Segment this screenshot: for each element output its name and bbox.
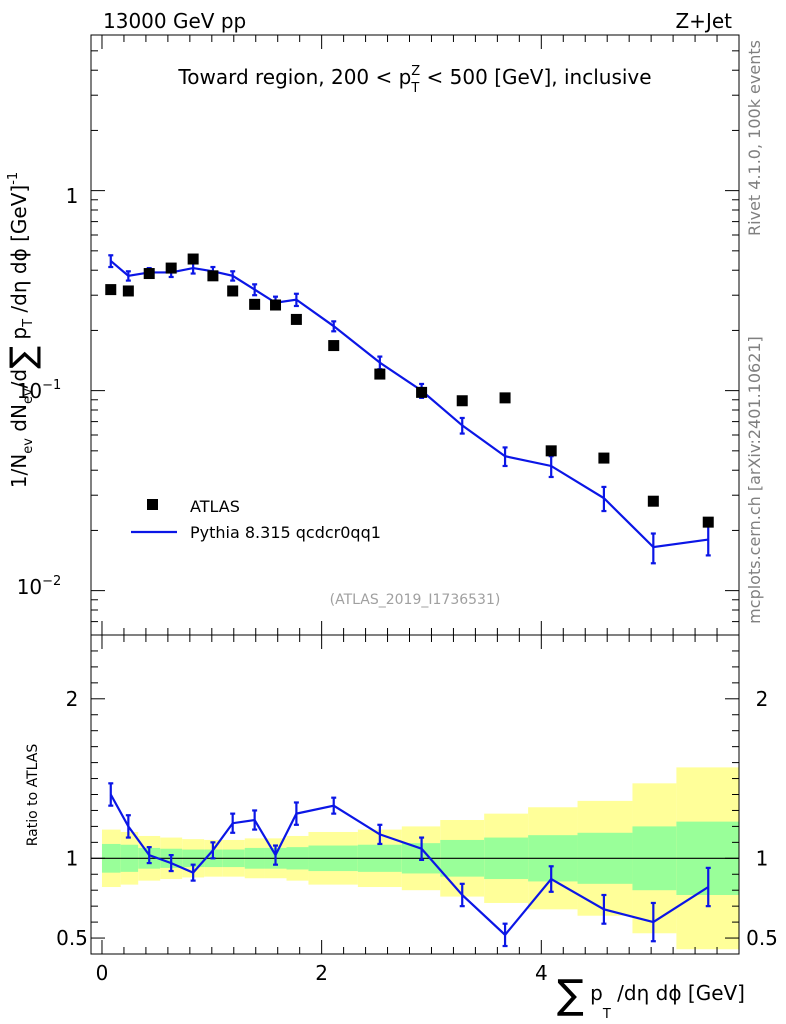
atlas-data-point [270,299,282,311]
legend-atlas-label: ATLAS [190,497,240,516]
header-right: Z+Jet [675,9,732,33]
main-y-tick-label-1: 1 [66,184,79,208]
y-label-text: 1/Nev dNev/d∑ pT /dη dϕ [GeV]-1 [3,172,43,488]
legend-atlas-marker [147,499,158,510]
title-sub-t: T [410,81,419,96]
y-tick-0.01-base: 10 [17,575,42,599]
atlas-data-point [122,285,134,297]
atlas-data-point [207,270,219,282]
y-tick-0.1-exp: −1 [42,378,61,393]
y-label-e: /dη dϕ [GeV] [7,185,31,319]
x-tick-label: 2 [315,961,328,985]
ratio-y-tick-label-left: 0.5 [56,926,88,950]
atlas-data-point [374,368,386,380]
atlas-data-point [165,262,177,274]
title-part1: Toward region, 200 < p [177,65,411,89]
main-panel: Toward region, 200 < pTZ < 500 [GeV], in… [3,34,740,636]
rivet-version-label: Rivet 4.1.0, 100k events [745,40,764,236]
atlas-data-point [328,340,340,352]
y-label-d: p [7,327,31,346]
legend-mc-label: Pythia 8.315 qcdcr0qq1 [190,523,381,542]
ratio-panel: 0.5 0.5 1 1 2 2 0 2 4 Ratio to ATLAS ∑ pT /dη d… [25,634,778,1022]
atlas-data-point [187,253,199,265]
y-label-exp: -1 [6,172,21,185]
atlas-data-point [143,268,155,280]
title-sup-z: Z [411,64,420,79]
atlas-data-point [499,392,511,404]
atlas-data-point [456,395,468,407]
main-title: Toward region, 200 < pTZ < 500 [GeV], in… [177,64,651,96]
atlas-data-point [598,452,610,464]
title-part2: < 500 [GeV], inclusive [420,65,651,89]
analysis-watermark: (ATLAS_2019_I1736531) [330,592,501,608]
ratio-y-tick-label-right: 2 [756,687,769,711]
main-y-tick-label-0.1: 10−1 [17,378,62,403]
y-label-a: 1/N [7,454,31,488]
atlas-data-point [290,313,302,325]
ratio-y-tick-label-left: 1 [66,846,79,870]
x-label-rest: /dη dϕ [GeV] [611,981,745,1005]
x-label-sum: ∑ [557,972,584,1018]
y-label-c: /d [7,369,31,388]
atlas-data-point [416,386,428,398]
atlas-data-point [105,284,117,296]
main-y-tick-label-0.01: 10−2 [17,574,62,599]
header-left: 13000 GeV pp [103,9,246,33]
main-y-axis-label: 1/Nev dNev/d∑ pT /dη dϕ [GeV]-1 [3,172,43,488]
x-tick-label: 0 [96,961,109,985]
y-label-ev2: ev [21,388,36,404]
y-tick-0.1-base: 10 [17,379,42,403]
atlas-data-point [227,285,239,297]
y-label-b: dN [7,404,31,438]
y-tick-0.01-exp: −2 [42,574,61,589]
atlas-data-point [702,516,714,528]
ratio-y-tick-label-right: 0.5 [746,926,778,950]
ratio-y-axis-label: Ratio to ATLAS [25,744,41,847]
y-label-t: T [21,319,36,328]
ratio-plot-area [108,782,711,948]
atlas-data-point [647,495,659,507]
atlas-data-point [545,445,557,457]
atlas-data-point [249,298,261,310]
x-label-p: p [584,981,603,1005]
main-x-ticks [101,35,718,635]
x-label-t: T [602,1007,611,1022]
ratio-x-ticks: 0 2 4 [96,635,718,985]
mcplots-label: mcplots.cern.ch [arXiv:2401.10621] [745,336,764,624]
x-axis-label: ∑ pT /dη dϕ [GeV] [557,972,745,1022]
ratio-y-ticks: 0.5 0.5 1 1 2 2 [56,634,778,955]
legend: ATLAS Pythia 8.315 qcdcr0qq1 [131,497,381,542]
ratio-y-tick-label-left: 2 [66,687,79,711]
y-label-sum: ∑ [3,346,43,369]
ratio-y-tick-label-right: 1 [756,846,769,870]
y-label-ev1: ev [21,438,36,454]
main-plot-area [105,253,714,565]
x-tick-label: 4 [535,961,548,985]
